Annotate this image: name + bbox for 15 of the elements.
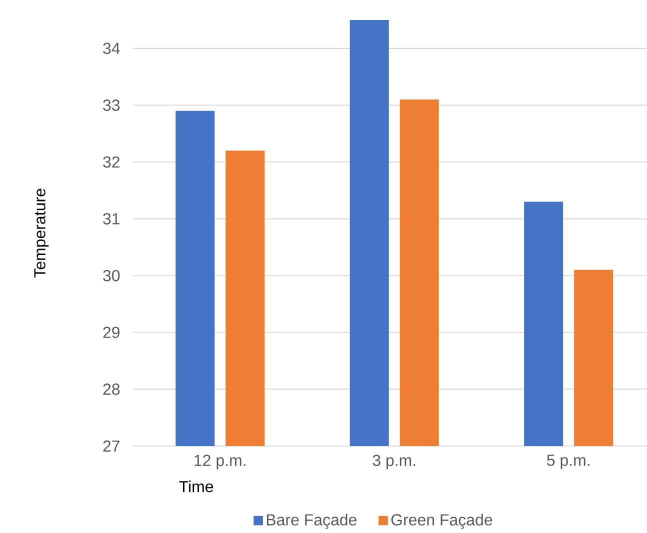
legend-label: Green Façade (391, 514, 492, 529)
y-tick-label: 34 (103, 42, 120, 54)
legend-label: Bare Façade (266, 514, 356, 529)
x-tick-label: 5 p.m. (547, 454, 590, 470)
y-tick-label: 30 (103, 270, 120, 282)
y-tick-label: 28 (103, 384, 120, 395)
y-tick-label: 33 (103, 100, 120, 111)
y-axis-title: Temperature (34, 188, 49, 278)
x-tick-label: 12 p.m. (194, 454, 246, 470)
y-tick-label: 29 (103, 326, 120, 338)
x-axis-title: Time (179, 480, 214, 492)
y-tick-label: 32 (103, 156, 120, 168)
y-tick-label: 27 (103, 440, 120, 452)
x-tick-label: 3 p.m. (372, 454, 416, 470)
y-tick-label: 31 (103, 213, 120, 224)
